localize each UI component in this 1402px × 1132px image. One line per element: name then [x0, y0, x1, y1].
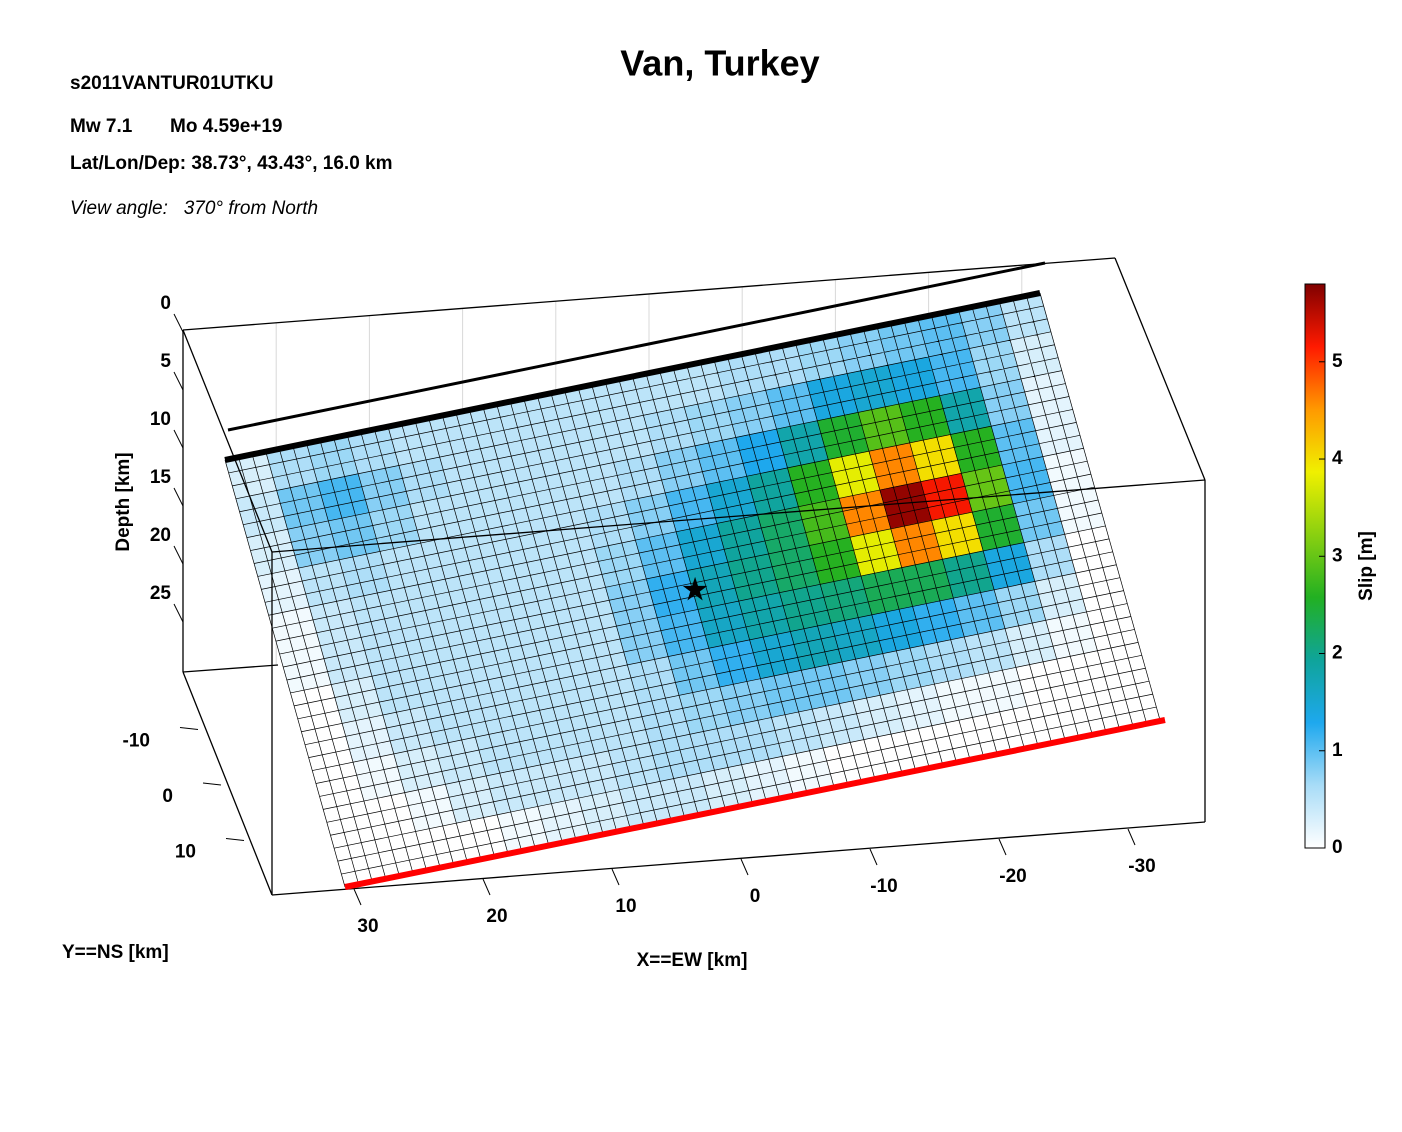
y-tick	[202, 782, 222, 786]
moment: Mo 4.59e+19	[170, 116, 283, 137]
depth-tick	[173, 603, 184, 623]
event-id: s2011VANTUR01UTKU	[70, 73, 273, 94]
surface-trace	[227, 261, 1046, 432]
mesh-lines	[224, 292, 1161, 888]
frame-line	[182, 671, 273, 896]
frame-line	[182, 664, 279, 673]
depth-tick-label: 20	[150, 525, 171, 546]
colorbar-tick-label: 2	[1332, 643, 1343, 664]
y-tick-label: 10	[175, 842, 196, 863]
depth-tick-label: 10	[150, 409, 171, 430]
magnitude: Mw 7.1	[70, 116, 133, 137]
frame-line	[182, 257, 1116, 331]
x-tick	[611, 868, 620, 886]
frame-line	[182, 329, 273, 553]
colorbar-tick-label: 1	[1332, 740, 1343, 761]
x-tick-label: 10	[615, 896, 636, 917]
x-tick-label: 20	[486, 906, 507, 927]
y-axis-label: Y==NS [km]	[62, 942, 169, 963]
x-tick-label: -30	[1128, 856, 1155, 877]
x-tick-label: 0	[750, 886, 761, 907]
y-tick	[225, 838, 245, 841]
x-tick	[869, 848, 878, 866]
hypocenter	[682, 576, 708, 601]
view-angle: View angle: 370° from North	[70, 198, 318, 219]
y-tick	[179, 727, 199, 730]
y-tick-label: 0	[162, 786, 173, 807]
x-axis-label: X==EW [km]	[637, 950, 748, 971]
x-tick-label: -10	[870, 876, 897, 897]
depth-label: Depth [km]	[113, 452, 134, 551]
slip-cells	[224, 292, 1161, 888]
x-tick	[1127, 828, 1136, 846]
colorbar-tick-label: 0	[1332, 837, 1343, 858]
x-tick	[998, 838, 1007, 856]
depth-tick-label: 15	[150, 467, 172, 488]
y-tick-label: -10	[123, 731, 150, 752]
colorbar-label: Slip [m]	[1356, 531, 1377, 601]
depth-tick-label: 5	[160, 351, 171, 372]
fault-bottom-edge	[344, 717, 1166, 890]
x-tick	[740, 858, 749, 876]
depth-tick	[173, 429, 184, 449]
colorbar	[1304, 283, 1326, 849]
frame-line	[1114, 257, 1206, 481]
x-tick-label: 30	[357, 916, 378, 937]
depth-tick-label: 0	[160, 293, 171, 314]
depth-tick	[173, 371, 184, 391]
colorbar-tick-label: 5	[1332, 351, 1343, 372]
chart-title: Van, Turkey	[620, 43, 819, 84]
depth-tick	[173, 487, 184, 507]
fault-mesh	[224, 292, 1161, 888]
colorbar-tick-label: 4	[1332, 448, 1343, 469]
fault-top-edge	[224, 290, 1041, 463]
x-tick-label: -20	[999, 866, 1026, 887]
depth-tick-label: 25	[150, 583, 172, 604]
depth-tick	[173, 545, 184, 565]
box-frame	[182, 257, 1206, 896]
location: Lat/Lon/Dep: 38.73°, 43.43°, 16.0 km	[70, 153, 393, 174]
frame-line	[271, 821, 1206, 896]
x-tick	[353, 888, 362, 906]
colorbar-tick-label: 3	[1332, 545, 1343, 566]
x-tick	[482, 878, 491, 896]
depth-tick	[173, 313, 184, 333]
frame-line	[271, 479, 1206, 553]
